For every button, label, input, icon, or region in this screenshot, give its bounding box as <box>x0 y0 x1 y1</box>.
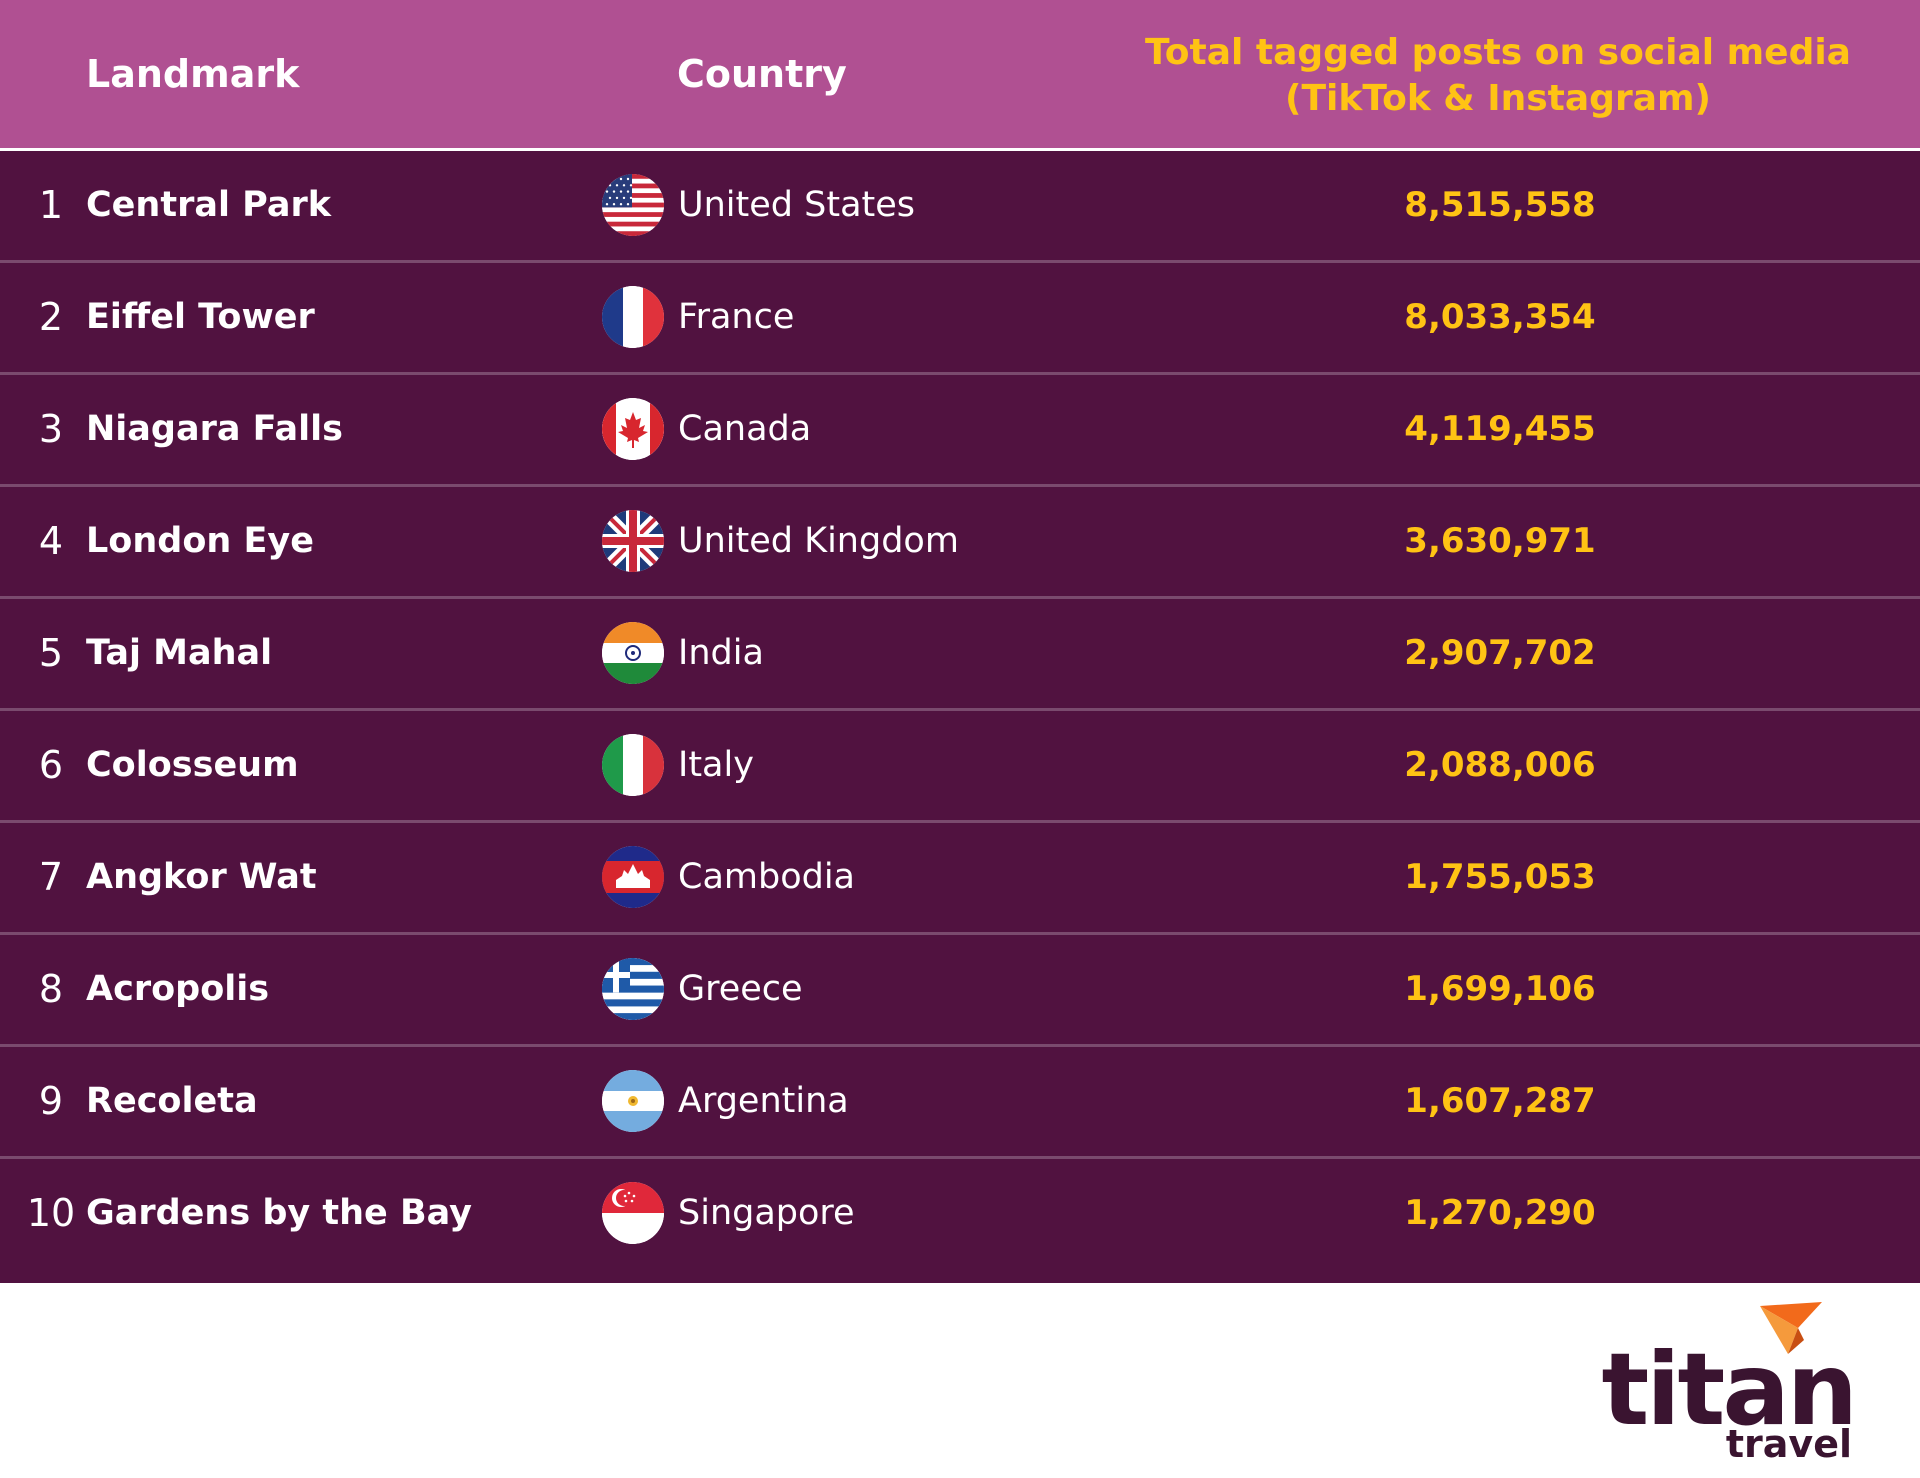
table-row: 9 Recoleta Argentina 1,607,287 <box>0 1047 1920 1159</box>
country-name: United States <box>678 185 916 225</box>
landmark-name: Angkor Wat <box>86 857 317 897</box>
row-divider <box>0 596 1920 599</box>
rank-number: 1 <box>38 183 64 227</box>
posts-column-header: Total tagged posts on social media (TikT… <box>1090 30 1906 122</box>
tagged-posts-count: 4,119,455 <box>1404 409 1596 449</box>
rank-number: 10 <box>26 1191 76 1235</box>
tagged-posts-count: 8,033,354 <box>1404 297 1596 337</box>
landmark-name: London Eye <box>86 521 314 561</box>
table-row: 7 Angkor Wat Cambodia 1,755,053 <box>0 823 1920 935</box>
table-row: 4 London Eye United Kingdom 3,630,971 <box>0 487 1920 599</box>
tagged-posts-count: 2,907,702 <box>1404 633 1596 673</box>
table-header: Landmark Country Total tagged posts on s… <box>0 0 1920 148</box>
rank-number: 6 <box>38 743 64 787</box>
titan-travel-logo: titan travel <box>1600 1300 1860 1470</box>
rank-number: 8 <box>38 967 64 1011</box>
country-name: India <box>678 633 764 673</box>
country-column-header: Country <box>677 52 847 96</box>
uk-flag-icon <box>602 510 664 572</box>
greece-flag-icon <box>602 958 664 1020</box>
row-divider <box>0 372 1920 375</box>
argentina-flag-icon <box>602 1070 664 1132</box>
tagged-posts-count: 1,699,106 <box>1404 969 1596 1009</box>
tagged-posts-count: 2,088,006 <box>1404 745 1596 785</box>
country-name: Canada <box>678 409 812 449</box>
row-divider <box>0 1156 1920 1159</box>
paper-plane-icon <box>1760 1302 1822 1354</box>
country-name: Cambodia <box>678 857 855 897</box>
landmark-name: Colosseum <box>86 745 299 785</box>
landmark-name: Taj Mahal <box>86 633 273 673</box>
landmark-name: Eiffel Tower <box>86 297 315 337</box>
table-row: 1 Central Park United States 8,515,558 <box>0 151 1920 263</box>
country-name: Argentina <box>678 1081 849 1121</box>
row-divider <box>0 932 1920 935</box>
italy-flag-icon <box>602 734 664 796</box>
country-name: United Kingdom <box>678 521 959 561</box>
logo-subtitle: travel <box>1725 1422 1852 1466</box>
india-flag-icon <box>602 622 664 684</box>
table-row: 5 Taj Mahal India 2,907,702 <box>0 599 1920 711</box>
landmark-name: Gardens by the Bay <box>86 1193 472 1233</box>
landmark-column-header: Landmark <box>86 52 300 96</box>
tagged-posts-count: 1,607,287 <box>1404 1081 1596 1121</box>
canada-flag-icon <box>602 398 664 460</box>
tagged-posts-count: 3,630,971 <box>1404 521 1596 561</box>
landmark-name: Central Park <box>86 185 331 225</box>
table-row: 10 Gardens by the Bay Singapore 1,270,290 <box>0 1159 1920 1271</box>
landmark-name: Acropolis <box>86 969 270 1009</box>
row-divider <box>0 708 1920 711</box>
table-row: 3 Niagara Falls Canada 4,119,455 <box>0 375 1920 487</box>
landmark-name: Niagara Falls <box>86 409 343 449</box>
country-name: Singapore <box>678 1193 855 1233</box>
landmark-name: Recoleta <box>86 1081 258 1121</box>
rank-number: 9 <box>38 1079 64 1123</box>
table-row: 2 Eiffel Tower France 8,033,354 <box>0 263 1920 375</box>
header-divider <box>0 148 1920 151</box>
table-row: 6 Colosseum Italy 2,088,006 <box>0 711 1920 823</box>
table-body: 1 Central Park United States 8,515,558 2 Eiff… <box>0 151 1920 1283</box>
country-name: France <box>678 297 795 337</box>
tagged-posts-count: 8,515,558 <box>1404 185 1596 225</box>
cambodia-flag-icon <box>602 846 664 908</box>
table-row: 8 Acropolis Greece 1,699,106 <box>0 935 1920 1047</box>
rank-number: 4 <box>38 519 64 563</box>
country-name: Greece <box>678 969 803 1009</box>
row-divider <box>0 484 1920 487</box>
posts-column-header-line1: Total tagged posts on social media <box>1145 32 1851 73</box>
us-flag-icon <box>602 174 664 236</box>
tagged-posts-count: 1,270,290 <box>1404 1193 1596 1233</box>
singapore-flag-icon <box>602 1182 664 1244</box>
row-divider <box>0 1044 1920 1047</box>
tagged-posts-count: 1,755,053 <box>1404 857 1596 897</box>
rank-number: 3 <box>38 407 64 451</box>
rank-number: 5 <box>38 631 64 675</box>
row-divider <box>0 260 1920 263</box>
rank-number: 2 <box>38 295 64 339</box>
country-name: Italy <box>678 745 754 785</box>
logo-wordmark: titan <box>1601 1331 1858 1448</box>
france-flag-icon <box>602 286 664 348</box>
posts-column-header-line2: (TikTok & Instagram) <box>1285 78 1711 119</box>
row-divider <box>0 820 1920 823</box>
rank-number: 7 <box>38 855 64 899</box>
